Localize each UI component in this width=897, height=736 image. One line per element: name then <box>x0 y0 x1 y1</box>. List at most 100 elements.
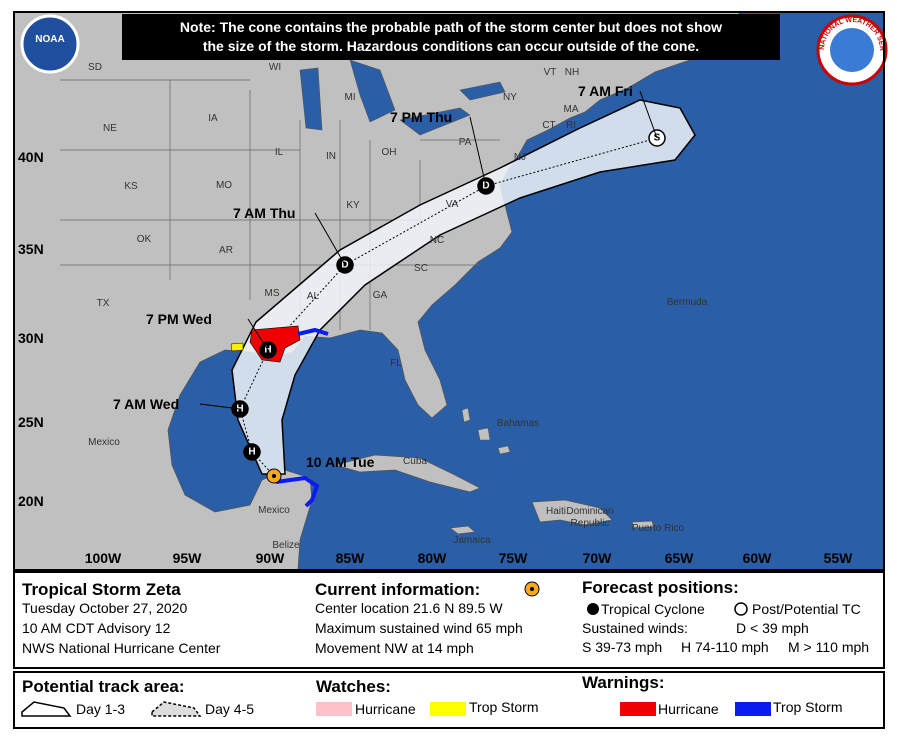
label-leader <box>247 318 269 351</box>
source: NWS National Hurricane Center <box>22 640 221 656</box>
forecast-time-label: 10 AM Tue <box>306 454 375 470</box>
storm-date: Tuesday October 27, 2020 <box>22 600 187 616</box>
key-box <box>13 671 885 729</box>
region-label: Mexico <box>88 437 120 448</box>
region-label: IN <box>326 151 336 162</box>
region-label: AR <box>219 245 233 256</box>
info-box <box>13 571 885 669</box>
region-label: KS <box>124 181 138 192</box>
region-label: IA <box>208 113 218 124</box>
region-label: Bahamas <box>497 418 539 429</box>
trop-storm-watch <box>230 342 244 352</box>
region-label: Haiti <box>546 506 566 517</box>
hurricane-watch-swatch <box>316 702 352 716</box>
watches-title: Watches: <box>316 677 391 696</box>
label-leader <box>199 403 241 410</box>
lon-label: 90W <box>256 550 286 566</box>
lon-label: 55W <box>824 550 854 566</box>
hurricane-watch-label: Hurricane <box>355 701 416 717</box>
cuba <box>333 454 481 493</box>
hurricane-warning-swatch <box>620 702 656 716</box>
lon-label: 70W <box>583 550 613 566</box>
region-label: NY <box>503 92 517 103</box>
region-label: PA <box>459 137 472 148</box>
region-label: Jamaica <box>453 535 491 546</box>
current-title: Current information: <box>315 580 480 599</box>
region-label: VT <box>544 67 557 78</box>
trop-warning-swatch <box>735 702 771 716</box>
trop-watch-label: Trop Storm <box>469 699 539 715</box>
region-label: NE <box>103 123 117 134</box>
winds-m: M > 110 mph <box>788 639 869 655</box>
lon-label: 75W <box>499 550 529 566</box>
label-leader <box>314 212 346 266</box>
map-border <box>13 11 885 571</box>
advisory: 10 AM CDT Advisory 12 <box>22 620 171 636</box>
noaa-logo-text: NOAA <box>35 34 64 45</box>
forecast-time-label: 7 AM Fri <box>578 83 633 99</box>
legend: Tropical Storm Zeta Tuesday October 27, … <box>13 571 885 729</box>
lon-label: 65W <box>665 550 695 566</box>
winds-d: D < 39 mph <box>736 620 809 636</box>
region-label: Mexico <box>258 505 290 516</box>
region-label: FL <box>390 358 402 369</box>
current-line: Movement NW at 14 mph <box>315 640 474 656</box>
region-label: Cuba <box>403 456 427 467</box>
trop-storm-warning <box>275 327 329 508</box>
lon-label: 85W <box>336 550 366 566</box>
region-label: AL <box>307 291 320 302</box>
region-label: OH <box>382 147 397 158</box>
storm-name: Tropical Storm Zeta <box>22 580 181 599</box>
note-line: Note: The cone contains the probable pat… <box>180 19 722 35</box>
region-label: Republic <box>571 518 610 529</box>
region-label: RI <box>566 120 576 131</box>
lon-label: 60W <box>743 550 773 566</box>
forecast-title: Forecast positions: <box>582 578 739 597</box>
region-label: Belize <box>272 540 300 551</box>
north-america <box>13 11 741 571</box>
forecast-point <box>243 443 261 461</box>
tc-icon <box>587 603 599 615</box>
forecast-time-label: 7 PM Wed <box>146 311 212 327</box>
track-title: Potential track area: <box>22 677 185 696</box>
hurricane-warning-label: Hurricane <box>658 701 719 717</box>
lat-label: 25N <box>18 414 44 430</box>
winds-s: S 39-73 mph <box>582 639 662 655</box>
region-label: TX <box>97 298 110 309</box>
winds-h: H 74-110 mph <box>681 639 769 655</box>
region-label: NH <box>565 67 579 78</box>
region-label: NC <box>430 235 444 246</box>
region-label: WI <box>269 62 281 73</box>
forecast-time-label: 7 PM Thu <box>390 109 452 125</box>
label-leader <box>639 90 658 139</box>
day45-label: Day 4-5 <box>205 701 254 717</box>
forecast-marker: S <box>654 133 661 144</box>
tc-label: Tropical Cyclone <box>601 601 705 617</box>
region-label: Dominican <box>566 506 613 517</box>
region-label: SC <box>414 263 428 274</box>
region-label: OK <box>137 234 152 245</box>
current-line: Center location 21.6 N 89.5 W <box>315 600 503 616</box>
forecast-time-label: 7 AM Thu <box>233 205 295 221</box>
region-label: GA <box>373 290 388 301</box>
region-label: MI <box>344 92 355 103</box>
region-label: SD <box>88 62 102 73</box>
note-box <box>122 14 780 60</box>
nws-logo-center <box>830 28 874 72</box>
day13-label: Day 1-3 <box>76 701 125 717</box>
lat-label: 30N <box>18 330 44 346</box>
trop-watch-swatch <box>430 702 466 716</box>
map: 100W 95W 90W 85W 80W 75W 70W 65W 60W 55W 40N 35N 30N… <box>0 0 888 571</box>
noaa-logo <box>20 14 80 74</box>
forecast-time-label: 7 AM Wed <box>113 396 179 412</box>
puerto-rico <box>631 520 655 529</box>
lon-label: 100W <box>85 550 122 566</box>
day45-icon <box>151 701 202 717</box>
post-tc-label: Post/Potential TC <box>752 601 861 617</box>
forecast-marker: H <box>248 447 255 458</box>
winds-title: Sustained winds: <box>582 620 688 636</box>
jamaica <box>448 525 476 535</box>
warnings-title: Warnings: <box>582 673 664 692</box>
day13-icon <box>21 701 72 717</box>
